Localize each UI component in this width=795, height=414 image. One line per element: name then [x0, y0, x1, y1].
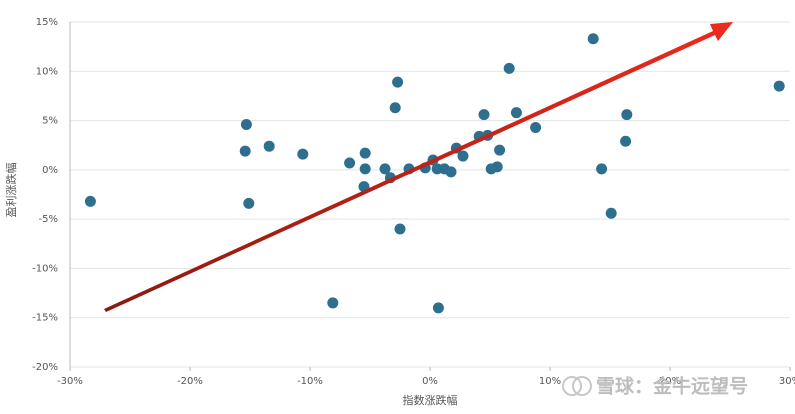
point — [327, 297, 339, 309]
x-tick-label: 30% — [779, 376, 795, 387]
point — [445, 166, 457, 178]
point — [240, 119, 252, 131]
y-tick-label: -10% — [32, 263, 58, 274]
point — [392, 76, 404, 88]
point — [510, 107, 522, 119]
point — [620, 135, 632, 147]
x-tick-label: -10% — [297, 376, 323, 387]
y-tick-label: 0% — [42, 165, 58, 176]
x-tick-label: 20% — [659, 376, 681, 387]
point — [530, 121, 542, 133]
point — [344, 157, 356, 169]
point — [84, 195, 96, 207]
point — [621, 109, 633, 121]
point — [359, 147, 371, 159]
watermark-logo — [562, 376, 592, 396]
point — [596, 163, 608, 175]
point — [478, 109, 490, 121]
point — [379, 163, 391, 175]
y-tick-label: 5% — [42, 116, 58, 127]
point — [243, 197, 255, 209]
watermark: 雪球：金牛远望号 — [596, 375, 748, 398]
point — [359, 163, 371, 175]
x-tick-label: -30% — [57, 376, 83, 387]
point — [297, 148, 309, 160]
y-tick-label: -15% — [32, 313, 58, 324]
x-tick-label: 0% — [422, 376, 438, 387]
point — [491, 161, 503, 173]
point — [457, 150, 469, 162]
x-axis-label: 指数涨跌幅 — [403, 393, 458, 407]
point — [605, 207, 617, 219]
point — [239, 145, 251, 157]
point — [503, 62, 515, 74]
point — [389, 102, 401, 114]
point — [773, 80, 785, 92]
point — [587, 33, 599, 45]
trend-arrow — [104, 22, 733, 312]
y-axis-label: 盈利涨跌幅 — [4, 163, 18, 218]
y-tick-label: 10% — [36, 66, 58, 77]
point — [494, 144, 506, 156]
y-tick-label: -5% — [39, 214, 58, 225]
y-tick-label: 15% — [36, 17, 58, 28]
x-tick-label: -20% — [177, 376, 203, 387]
x-tick-label: 10% — [539, 376, 561, 387]
point — [263, 140, 275, 152]
point — [432, 302, 444, 314]
y-tick-label: -20% — [32, 362, 58, 373]
point — [394, 223, 406, 235]
